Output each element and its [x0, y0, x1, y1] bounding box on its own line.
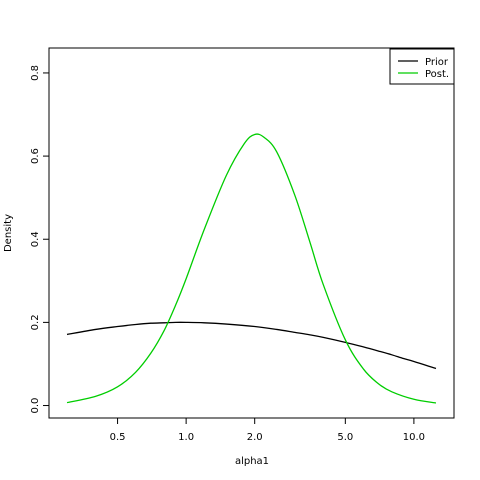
- y-axis-title: Density: [3, 214, 14, 252]
- plot-frame: [48, 47, 455, 419]
- x-tick-label: 2.0: [247, 432, 263, 443]
- series-line-prior: [66, 321, 437, 370]
- legend: Prior Post.: [389, 48, 455, 85]
- x-tick-label: 5.0: [337, 432, 353, 443]
- legend-box: [389, 48, 455, 85]
- series-line-post: [66, 133, 437, 404]
- legend-label-post: Post.: [425, 69, 449, 80]
- y-axis: 0.0 0.2 0.4 0.6 0.8: [30, 65, 49, 413]
- y-tick-label: 0.4: [30, 231, 41, 247]
- y-tick-label: 0.6: [30, 148, 41, 164]
- y-tick-label: 0.0: [30, 398, 41, 414]
- x-tick-label: 0.5: [110, 432, 126, 443]
- x-tick-label: 10.0: [403, 432, 425, 443]
- x-tick-label: 1.0: [178, 432, 194, 443]
- series-layer: [66, 133, 437, 404]
- x-axis: 0.5 1.0 2.0 5.0 10.0: [110, 418, 425, 443]
- y-tick-label: 0.2: [30, 314, 41, 330]
- x-axis-title: alpha1: [235, 456, 269, 467]
- legend-label-prior: Prior: [425, 57, 449, 68]
- y-tick-label: 0.8: [30, 65, 41, 81]
